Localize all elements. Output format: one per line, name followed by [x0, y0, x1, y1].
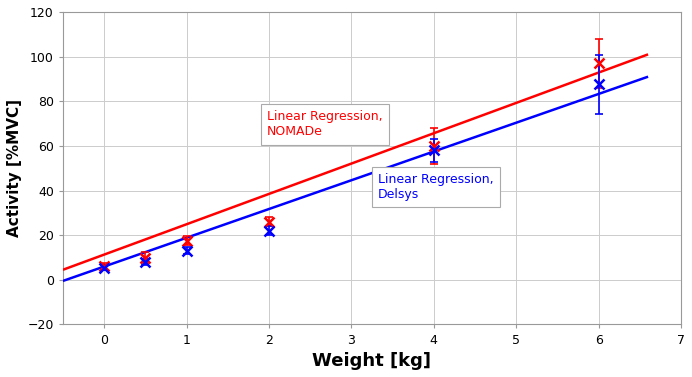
Text: Linear Regression,
Delsys: Linear Regression, Delsys: [378, 173, 494, 201]
Text: Linear Regression,
NOMADe: Linear Regression, NOMADe: [267, 110, 383, 138]
Y-axis label: Activity [%MVC]: Activity [%MVC]: [7, 99, 22, 237]
X-axis label: Weight [kg]: Weight [kg]: [313, 352, 432, 370]
